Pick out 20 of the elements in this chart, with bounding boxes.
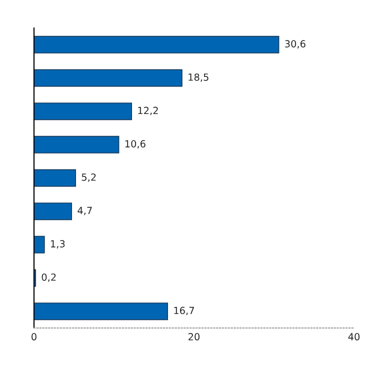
bar — [34, 69, 182, 87]
bar — [34, 169, 76, 187]
data-label: 4,7 — [78, 206, 92, 216]
data-label: 1,3 — [51, 240, 65, 248]
x-tick-label: 40 — [348, 333, 360, 340]
data-label: 18,5 — [188, 73, 208, 82]
x-tick-label: 20 — [188, 333, 200, 340]
data-label: 0,2 — [42, 273, 56, 282]
bar — [34, 302, 168, 320]
bar — [34, 102, 132, 120]
bar — [34, 236, 45, 254]
bar — [34, 36, 280, 54]
data-label: 12,2 — [138, 106, 158, 116]
data-label: 10,6 — [125, 140, 146, 148]
data-label: 5,2 — [82, 173, 96, 182]
x-tick-label: 0 — [32, 333, 36, 340]
data-label: 30,6 — [285, 40, 306, 48]
bar — [34, 202, 72, 220]
data-label: 16,7 — [174, 306, 194, 316]
bar — [34, 136, 120, 154]
